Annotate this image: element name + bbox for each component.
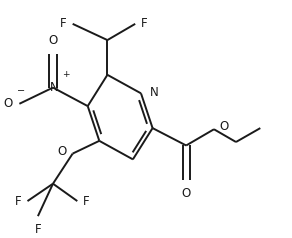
Text: O: O xyxy=(220,120,229,134)
Text: O: O xyxy=(48,35,58,48)
Text: N: N xyxy=(50,81,58,94)
Text: N: N xyxy=(150,86,159,99)
Text: F: F xyxy=(60,17,67,30)
Text: O: O xyxy=(57,145,66,158)
Text: O: O xyxy=(182,187,191,200)
Text: O: O xyxy=(4,97,13,110)
Text: −: − xyxy=(17,86,25,96)
Text: F: F xyxy=(15,195,22,208)
Text: +: + xyxy=(62,70,70,79)
Text: F: F xyxy=(83,195,90,208)
Text: F: F xyxy=(34,223,41,236)
Text: F: F xyxy=(141,17,148,30)
